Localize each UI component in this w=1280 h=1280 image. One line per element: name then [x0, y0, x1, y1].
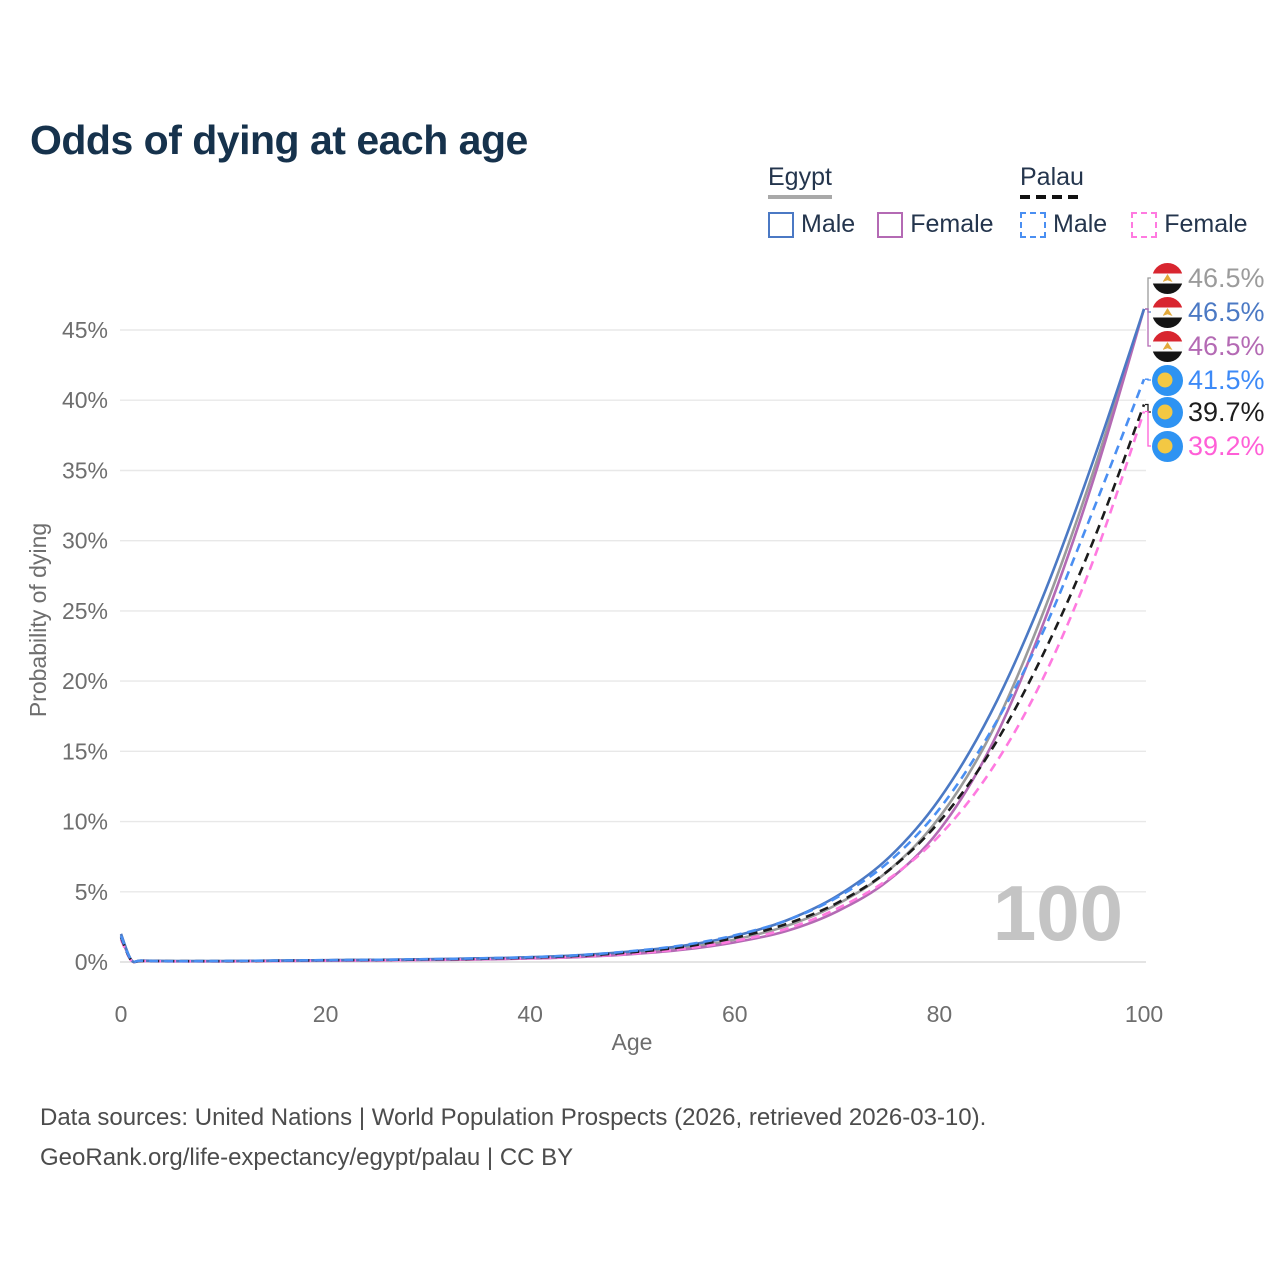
y-tick-10: 10% [62, 809, 108, 835]
y-tick-45: 45% [62, 317, 108, 343]
end-label-palau_female: 39.2% [1152, 430, 1265, 462]
legend-swatch-egypt-male [768, 211, 794, 238]
x-tick-60: 60 [722, 1001, 748, 1027]
egypt-flag-icon [1152, 330, 1183, 362]
egypt-flag-icon [1152, 262, 1183, 294]
end-value-palau_both: 39.7% [1188, 396, 1265, 427]
legend-label: Female [1164, 210, 1248, 238]
legend-label: Male [801, 210, 856, 238]
footer-attribution: GeoRank.org/life-expectancy/egypt/palau … [40, 1144, 574, 1171]
x-tick-0: 0 [115, 1001, 128, 1027]
end-value-palau_female: 39.2% [1188, 430, 1265, 461]
end-value-egypt_female: 46.5% [1188, 330, 1265, 361]
legend-underline-solid [768, 195, 832, 199]
y-tick-15: 15% [62, 738, 108, 764]
x-axis-title: Age [612, 1029, 653, 1055]
legend-title-palau: Palau [1020, 163, 1084, 191]
series-line-egypt_both[interactable] [119, 308, 1146, 964]
page-title: Odds of dying at each age [30, 117, 528, 164]
legend-item-egypt-female[interactable]: Female [877, 210, 994, 239]
egypt-flag-icon [1152, 296, 1183, 328]
series-line-egypt_female[interactable] [119, 308, 1146, 964]
legend-label: Female [910, 210, 994, 238]
legend-swatch-palau-male [1020, 211, 1046, 238]
x-tick-100: 100 [1125, 1001, 1163, 1027]
leader-line-palau_both [1145, 403, 1151, 413]
series-line-palau_male[interactable] [119, 378, 1146, 964]
legend-swatch-palau-female [1131, 211, 1158, 238]
hover-age-watermark: 100 [993, 869, 1123, 957]
legend-group-egypt: Egypt Male Female [768, 163, 994, 239]
y-tick-0: 0% [75, 949, 108, 975]
end-value-egypt_both: 46.5% [1188, 262, 1265, 293]
end-label-egypt_both: 46.5% [1152, 262, 1265, 294]
end-value-palau_male: 41.5% [1188, 364, 1265, 395]
palau-flag-icon [1152, 430, 1183, 462]
y-axis-title: Probability of dying [25, 523, 51, 717]
y-tick-20: 20% [62, 668, 108, 694]
leader-line-palau_female [1145, 410, 1151, 447]
legend-item-palau-male[interactable]: Male [1020, 210, 1107, 239]
y-tick-40: 40% [62, 387, 108, 413]
series-line-palau_both[interactable] [119, 404, 1146, 964]
series-line-palau_female[interactable] [119, 411, 1146, 964]
end-label-egypt_male: 46.5% [1152, 296, 1265, 328]
legend-title-egypt: Egypt [768, 163, 832, 191]
footer-sources: Data sources: United Nations | World Pop… [40, 1104, 987, 1131]
palau-flag-icon [1152, 364, 1183, 396]
leader-line-palau_male [1145, 378, 1151, 381]
x-tick-20: 20 [313, 1001, 339, 1027]
x-tick-80: 80 [927, 1001, 953, 1027]
palau-flag-icon [1152, 396, 1183, 428]
y-tick-5: 5% [75, 879, 108, 905]
y-tick-35: 35% [62, 458, 108, 484]
leader-line-egypt_female [1145, 308, 1151, 347]
legend-swatch-egypt-female [877, 211, 904, 238]
y-tick-25: 25% [62, 598, 108, 624]
legend-item-palau-female[interactable]: Female [1131, 210, 1248, 239]
legend-item-egypt-male[interactable]: Male [768, 210, 855, 239]
legend-underline-dashed [1020, 195, 1084, 199]
x-tick-40: 40 [517, 1001, 543, 1027]
end-value-egypt_male: 46.5% [1188, 296, 1265, 327]
legend-group-palau: Palau Male Female [1020, 163, 1248, 239]
y-tick-30: 30% [62, 528, 108, 554]
series-line-egypt_male[interactable] [119, 308, 1146, 964]
end-label-palau_male: 41.5% [1152, 364, 1265, 396]
end-label-egypt_female: 46.5% [1152, 330, 1265, 362]
end-label-palau_both: 39.7% [1152, 396, 1265, 428]
legend-label: Male [1053, 210, 1108, 238]
leader-line-egypt_both [1145, 277, 1151, 310]
